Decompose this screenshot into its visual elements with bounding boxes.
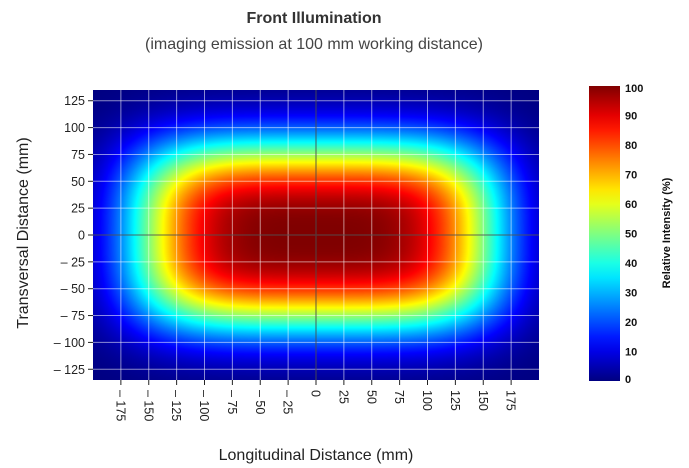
colorbar-label: Relative Intensity (%) [661, 177, 673, 288]
y-tick-label: – 125 [54, 363, 85, 377]
y-tick-label: – 75 [61, 309, 85, 323]
colorbar-tick-label: 60 [625, 199, 637, 211]
x-axis-label: Longitudinal Distance (mm) [219, 447, 414, 464]
x-tick-label: 25 [336, 390, 350, 404]
colorbar-tick-label: 90 [625, 111, 637, 123]
y-tick-label: 25 [71, 202, 85, 216]
colorbar-tick-label: 10 [625, 347, 637, 359]
colorbar-tick-label: 0 [625, 374, 631, 386]
y-axis-ticks: 125 100 75 50 25 0 – 25 – 50 – 75 – 100 – 125 [54, 94, 93, 377]
x-tick-label: 0 [309, 390, 323, 397]
chart-title: Front Illumination [246, 10, 381, 27]
y-tick-label: 100 [64, 121, 85, 135]
colorbar-tick-label: 80 [625, 140, 637, 152]
colorbar-tick-label: 50 [625, 229, 637, 241]
y-tick-label: 50 [71, 175, 85, 189]
x-tick-label: 150 [476, 390, 490, 411]
x-tick-label: 100 [420, 390, 434, 411]
y-axis-label: Transversal Distance (mm) [15, 137, 32, 328]
x-tick-label: – 75 [225, 390, 239, 414]
x-tick-label: – 150 [141, 390, 155, 421]
plot-area [93, 90, 539, 380]
colorbar-tick-label: 40 [625, 258, 637, 270]
colorbar [589, 86, 620, 381]
x-axis-ticks: – 175 – 150 – 125 – 100 – 75 – 50 – 25 0 25 50 75 1… [113, 380, 518, 421]
chart-subtitle: (imaging emission at 100 mm working dist… [145, 36, 483, 53]
colorbar-tick-label: 70 [625, 170, 637, 182]
x-tick-label: 125 [448, 390, 462, 411]
x-tick-label: 75 [392, 390, 406, 404]
x-tick-label: – 125 [169, 390, 183, 421]
colorbar-tick-label: 20 [625, 317, 637, 329]
y-tick-label: – 100 [54, 336, 85, 350]
y-tick-label: – 50 [61, 282, 85, 296]
x-tick-label: – 175 [113, 390, 127, 421]
x-tick-label: 50 [364, 390, 378, 404]
x-tick-label: – 50 [253, 390, 267, 414]
colorbar-tick-label: 100 [625, 83, 643, 95]
y-tick-label: 0 [78, 229, 85, 243]
colorbar-tick-label: 30 [625, 288, 637, 300]
y-tick-label: 75 [71, 148, 85, 162]
x-tick-label: – 100 [197, 390, 211, 421]
x-tick-label: 175 [504, 390, 518, 411]
x-tick-label: – 25 [281, 390, 295, 414]
y-tick-label: – 25 [61, 255, 85, 269]
y-tick-label: 125 [64, 94, 85, 108]
